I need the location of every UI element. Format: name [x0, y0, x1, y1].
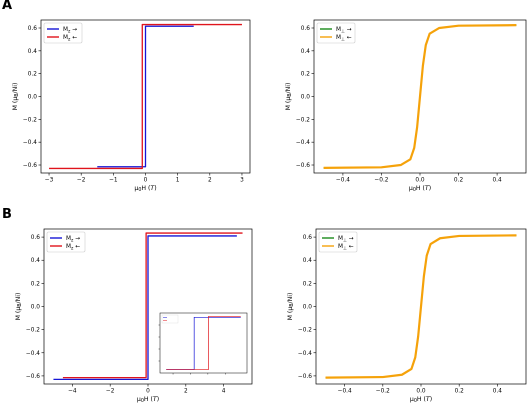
- x-tick-label: 3: [240, 178, 244, 184]
- x-tick-label: 0.2: [455, 389, 465, 395]
- x-tick-label: 0.4: [493, 389, 503, 395]
- inset-series-1: [166, 316, 241, 370]
- series-group: [325, 234, 517, 379]
- series-line-1: [323, 24, 517, 169]
- legend-label: M⊥ ←: [336, 35, 352, 42]
- series-group: [49, 23, 242, 170]
- inset-legend: [161, 314, 179, 324]
- y-tick-label: 0.6: [301, 26, 311, 32]
- x-tick-label: −0.2: [376, 389, 390, 395]
- y-tick-label: 0.2: [28, 72, 38, 78]
- x-tick-label: 0.4: [492, 178, 502, 184]
- legend-label: Mz ←: [66, 244, 80, 251]
- chart-A-right: −0.4 −0.2 0.0 0.2 0.4 −0.6 −0.4 −0.2 0.0 0.2 0.4 0.…: [285, 19, 527, 193]
- y-tick-label: 0.4: [303, 258, 313, 264]
- y-tick-label: −0.2: [26, 328, 40, 334]
- x-tick-label: 0: [146, 389, 150, 395]
- x-tick-label: 2: [184, 389, 188, 395]
- series-line-1: [49, 23, 242, 170]
- y-tick-label: −0.4: [298, 351, 312, 357]
- series-group: [323, 24, 517, 169]
- x-tick-label: 1: [176, 178, 180, 184]
- x-tick-label: 0: [144, 178, 148, 184]
- chart-A-left: −3 −2 −1 0 1 2 3 −0.6 −0.4 −0.2 0.0 0.2 0.4 0.6 μ0H (T…: [12, 19, 251, 193]
- y-tick-label: −0.4: [296, 140, 310, 146]
- x-axis-label: μ0H (T): [409, 185, 431, 193]
- y-tick-label: −0.4: [26, 351, 40, 357]
- legend-label: M⊥ ←: [338, 244, 354, 251]
- y-tick-label: −0.4: [23, 140, 37, 146]
- legend-box: [316, 22, 356, 44]
- y-tick-label: 0.6: [28, 26, 38, 32]
- x-tick-label: −3: [45, 178, 54, 184]
- x-tick-label: −4: [68, 389, 77, 395]
- y-axis-label: M (μB/Ni): [15, 293, 23, 321]
- legend-label: Mz →: [66, 236, 80, 243]
- y-tick-label: −0.6: [23, 163, 37, 169]
- series-group: [53, 232, 243, 381]
- x-axis-label: μ0H (T): [410, 396, 432, 404]
- x-tick-label: 0.0: [416, 389, 426, 395]
- y-tick-label: 0.4: [301, 49, 311, 55]
- y-tick-label: 0.6: [31, 235, 41, 241]
- inset-chart: [152, 310, 250, 381]
- x-tick-label: −0.4: [338, 389, 352, 395]
- x-axis-label: μ0H (T): [137, 396, 159, 404]
- y-tick-label: 0.6: [303, 235, 313, 241]
- panel-label-b: B: [2, 207, 12, 222]
- x-tick-label: −1: [109, 178, 118, 184]
- inset-legend-box: [161, 314, 179, 324]
- y-axis-label: M (μB/Ni): [285, 83, 293, 111]
- legend-label: Mz →: [63, 27, 77, 34]
- chart-B-left: −4 −2 0 2 4 −0.6 −0.4 −0.2 0.0 0.2 0.4 0.6 μ0H (T) M …: [15, 228, 253, 404]
- x-tick-label: −0.4: [336, 178, 350, 184]
- y-tick-label: 0.2: [303, 281, 313, 287]
- legend: M⊥ →M⊥ ←: [316, 22, 356, 44]
- x-tick-label: 0.0: [415, 178, 425, 184]
- y-tick-label: 0.0: [301, 95, 311, 101]
- y-tick-label: 0.0: [303, 305, 313, 311]
- y-tick-label: 0.2: [31, 281, 41, 287]
- x-tick-label: −2: [77, 178, 86, 184]
- y-tick-label: 0.0: [31, 305, 41, 311]
- series-line-0: [53, 235, 237, 381]
- legend: M⊥ →M⊥ ←: [318, 231, 358, 253]
- x-tick-label: −0.2: [374, 178, 388, 184]
- y-tick-label: −0.6: [296, 163, 310, 169]
- y-tick-label: 0.4: [28, 49, 38, 55]
- x-axis-label: μ0H (T): [134, 185, 156, 193]
- legend: Mz →Mz ←: [43, 22, 83, 44]
- y-axis-label: M (μB/Ni): [287, 293, 295, 321]
- series-line-1: [325, 234, 517, 379]
- legend-label: Mz ←: [63, 35, 77, 42]
- y-tick-label: −0.2: [23, 117, 37, 123]
- x-tick-label: 0.2: [454, 178, 464, 184]
- y-tick-label: −0.2: [296, 117, 310, 123]
- panel-label-a: A: [2, 0, 13, 13]
- x-tick-label: −2: [106, 389, 115, 395]
- legend-box: [318, 231, 358, 253]
- y-axis-label: M (μB/Ni): [12, 83, 20, 111]
- y-tick-label: −0.2: [298, 328, 312, 334]
- legend-box: [43, 22, 83, 44]
- series-line-0: [97, 25, 194, 168]
- y-tick-label: 0.4: [31, 258, 41, 264]
- x-tick-label: 4: [222, 389, 226, 395]
- y-tick-label: 0.2: [301, 72, 311, 78]
- legend-label: M⊥ →: [336, 27, 352, 34]
- chart-B-right: −0.4 −0.2 0.0 0.2 0.4 −0.6 −0.4 −0.2 0.0 0.2 0.4 0.…: [287, 228, 527, 404]
- series-line-1: [62, 232, 243, 379]
- x-tick-label: 2: [208, 178, 212, 184]
- y-tick-label: −0.6: [26, 374, 40, 380]
- y-tick-label: −0.6: [298, 374, 312, 380]
- legend: Mz →Mz ←: [46, 231, 86, 253]
- y-tick-label: 0.0: [28, 95, 38, 101]
- legend-box: [46, 231, 86, 253]
- legend-label: M⊥ →: [338, 236, 354, 243]
